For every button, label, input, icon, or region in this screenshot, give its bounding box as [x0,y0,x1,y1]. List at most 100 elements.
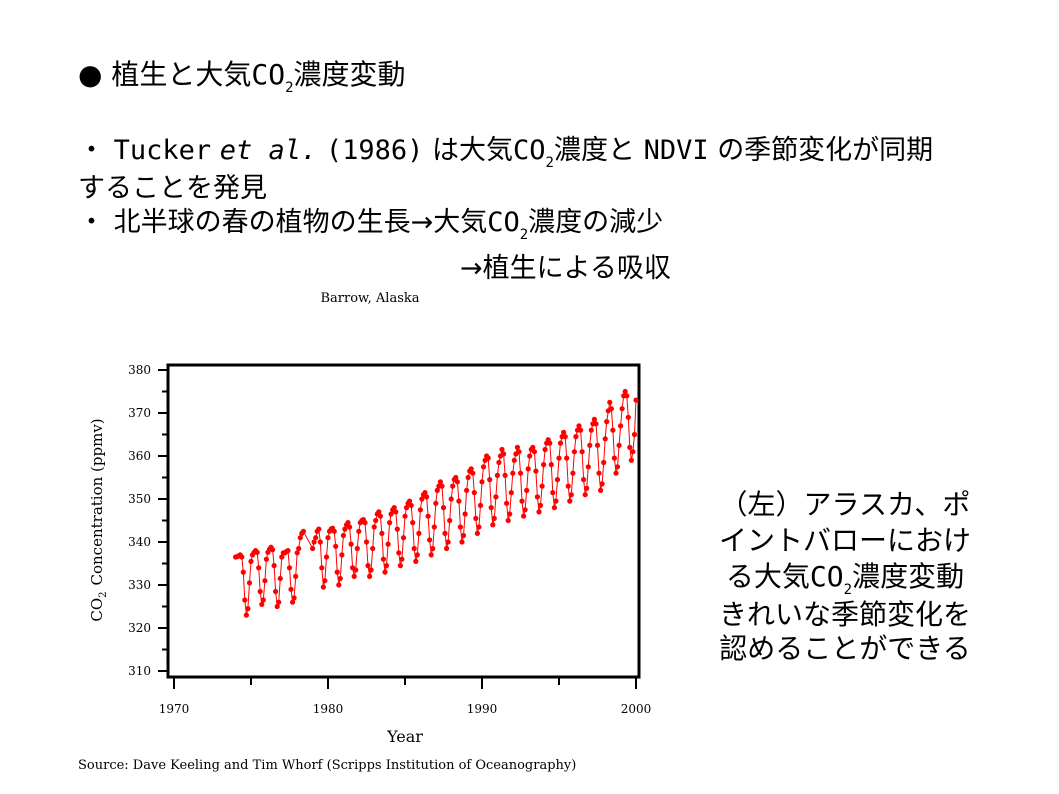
data-point [311,539,317,545]
data-point [514,444,521,450]
data-point [598,487,604,493]
data-point [276,599,282,605]
data-point [610,427,616,433]
data-point [502,472,508,478]
x-tick-label: 1990 [467,702,498,716]
heading-text: 植生と大気 [111,58,252,91]
data-point [431,524,437,530]
point2-text1: 北半球の春の植物の生長→大気 [113,207,488,238]
data-point [370,545,376,552]
data-point [556,455,562,461]
x-tick-label: 1980 [313,702,344,716]
data-point [536,509,542,515]
bullet-icon: ● [78,58,103,91]
data-point [362,520,368,526]
caption-line3-pre: る大気 [725,560,810,593]
data-point [400,535,407,541]
data-point [316,526,322,532]
point1-text3: の季節変化が同期 [717,135,934,166]
data-point [537,502,544,508]
heading-text-post: 濃度変動 [293,58,406,91]
data-point [379,530,385,537]
data-point [457,524,463,530]
data-point [633,397,639,403]
data-point [493,494,499,500]
data-point [487,477,493,483]
y-tick-label: 370 [128,406,151,420]
data-point [254,549,260,555]
data-point [462,511,468,517]
data-point [474,530,480,537]
plot-frame [166,363,641,679]
data-point [440,505,447,511]
data-point [294,550,300,556]
data-point [448,496,454,502]
data-point [630,449,636,455]
data-point [607,399,613,405]
data-point [296,545,302,552]
data-point [576,423,582,429]
data-point [542,446,548,453]
data-point [391,505,397,511]
data-point [351,573,357,580]
data-point [274,603,280,610]
data-point [382,569,388,575]
data-point [290,599,296,605]
data-point [533,468,539,474]
data-point [624,393,630,399]
data-point [479,479,485,485]
data-point [471,490,477,496]
data-point [522,507,528,513]
data-point [319,565,325,571]
point1-year: (1986) [325,135,424,166]
data-point [279,554,285,560]
data-point [243,612,249,618]
data-point [530,444,536,450]
data-point [416,530,422,537]
data-point [547,440,553,446]
data-point [521,513,527,519]
data-point [256,565,262,571]
data-point [557,440,564,446]
data-point [608,406,615,412]
data-point [417,507,423,513]
data-point [611,455,618,461]
data-point [433,500,439,506]
data-point [517,470,524,476]
data-point [534,494,541,500]
data-point [601,459,607,466]
caption-line3-post: 濃度変動 [852,560,965,593]
data-point [317,539,323,545]
data-point [285,548,291,554]
point2-sub: 2 [519,227,529,243]
data-point [310,545,316,552]
data-point [293,573,299,580]
data-point [363,539,370,545]
data-point [504,500,510,506]
data-point [599,481,605,487]
data-point [407,498,413,504]
data-point [334,569,340,575]
data-point [618,423,624,429]
data-point [527,453,533,459]
data-point [585,464,591,470]
data-point [490,522,496,528]
data-point [377,513,383,519]
data-point [367,573,373,580]
data-point [260,597,266,603]
data-point [422,490,428,496]
data-point [494,472,500,478]
slide-heading: ● 植生と大気CO2濃度変動 [78,58,406,105]
data-point [248,558,254,565]
heading-sub: 2 [285,80,294,96]
data-point [622,388,628,395]
data-point [331,528,337,534]
data-point [348,541,354,547]
data-point [468,466,474,472]
data-point [477,502,484,508]
data-point [353,567,359,573]
data-point [427,537,433,543]
data-point [347,524,353,530]
data-point [342,526,348,532]
data-point [439,483,445,489]
